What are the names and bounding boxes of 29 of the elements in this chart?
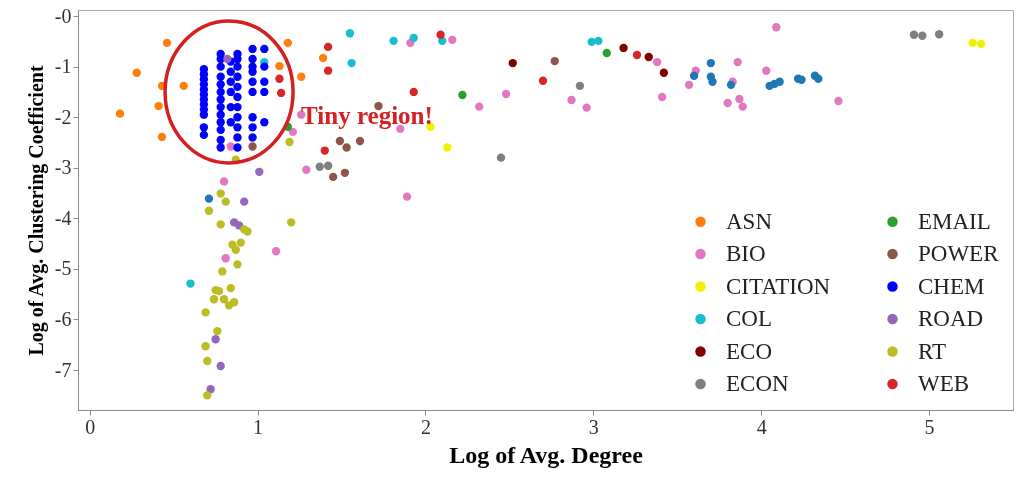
legend-label: ROAD [918, 306, 984, 331]
y-tick-label: -0 [54, 4, 72, 27]
legend-label: EMAIL [918, 208, 991, 234]
x-axis-title: Log of Avg. Degree [449, 441, 644, 468]
y-tick-label: -6 [54, 307, 72, 330]
y-tick-label: -7 [54, 358, 72, 381]
legend-label: RT [918, 338, 947, 364]
legend-label: CITATION [726, 273, 831, 299]
legend-label: CHEM [918, 273, 985, 299]
x-tick-label: 3 [588, 415, 599, 438]
legend-label: BIO [726, 241, 766, 266]
legend-label: ECON [726, 371, 789, 396]
y-tick-label: -3 [54, 156, 72, 179]
x-tick-label: 4 [756, 415, 767, 438]
x-tick-label: 2 [420, 415, 431, 438]
y-axis-title: Log of Avg. Clustering Coefficient [24, 65, 48, 356]
legend-label: COL [726, 306, 772, 331]
x-tick-label: 5 [924, 415, 935, 438]
legend-label: POWER [918, 241, 1000, 266]
legend-label: ASN [726, 208, 773, 234]
x-tick-label: 0 [85, 415, 96, 438]
y-tick-label: -2 [54, 105, 72, 128]
y-tick-label: -4 [54, 206, 72, 229]
annotation: Tiny region! [301, 101, 433, 129]
y-tick-label: -1 [54, 55, 72, 78]
y-tick-label: -5 [54, 257, 72, 280]
x-tick-label: 1 [253, 415, 264, 438]
legend-label: ECO [726, 338, 772, 364]
legend-label: WEB [918, 371, 970, 396]
